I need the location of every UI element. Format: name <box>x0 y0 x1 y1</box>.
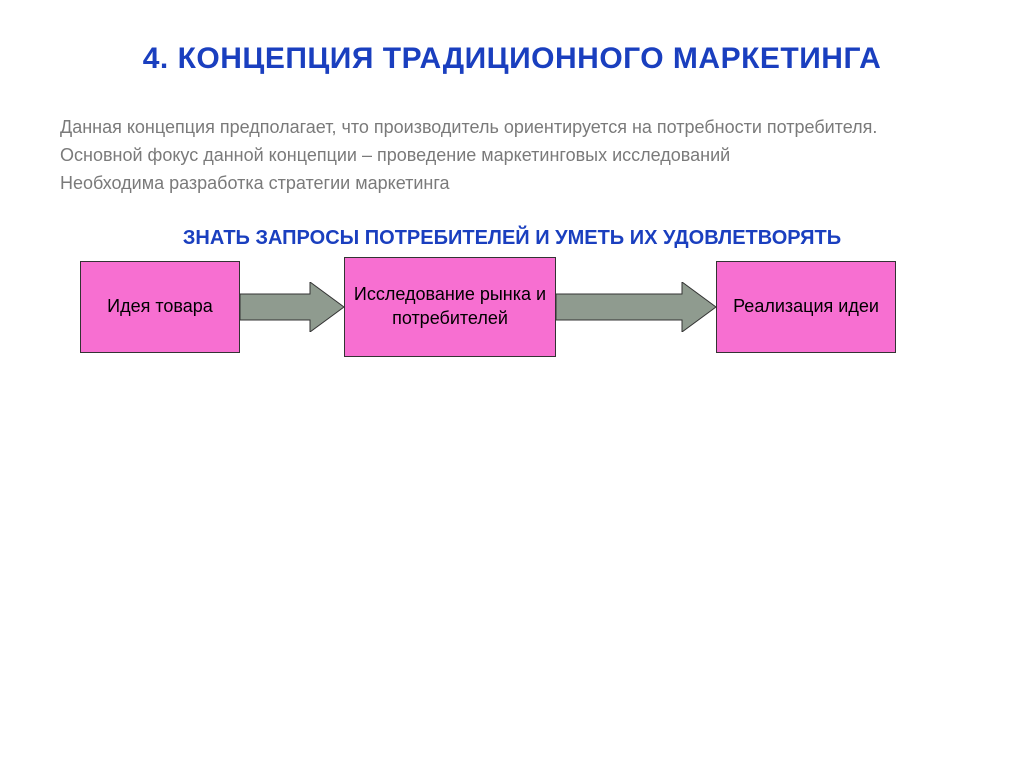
body-paragraph: Данная концепция предполагает, что произ… <box>60 114 964 140</box>
flow-node-label: Исследование рынка и потребителей <box>353 283 547 330</box>
flow-node-label: Идея товара <box>107 295 213 318</box>
flow-node-label: Реализация идеи <box>733 295 879 318</box>
body-paragraph: Основной фокус данной концепции – провед… <box>60 142 964 168</box>
arrow-icon <box>240 282 344 332</box>
flow-node-2: Исследование рынка и потребителей <box>344 257 556 357</box>
body-paragraph: Необходима разработка стратегии маркетин… <box>60 170 964 196</box>
subheading: ЗНАТЬ ЗАПРОСЫ ПОТРЕБИТЕЛЕЙ И УМЕТЬ ИХ УД… <box>132 226 892 251</box>
body-text: Данная концепция предполагает, что произ… <box>60 114 964 196</box>
flow-arrow-1 <box>240 282 344 332</box>
flow-node-1: Идея товара <box>80 261 240 353</box>
flow-arrow-2 <box>556 282 716 332</box>
flowchart: Идея товара Исследование рынка и потреби… <box>60 257 964 357</box>
flow-node-3: Реализация идеи <box>716 261 896 353</box>
arrow-icon <box>556 282 716 332</box>
slide-title: 4. КОНЦЕПЦИЯ ТРАДИЦИОННОГО МАРКЕТИНГА <box>60 40 964 78</box>
slide: 4. КОНЦЕПЦИЯ ТРАДИЦИОННОГО МАРКЕТИНГА Да… <box>0 0 1024 768</box>
